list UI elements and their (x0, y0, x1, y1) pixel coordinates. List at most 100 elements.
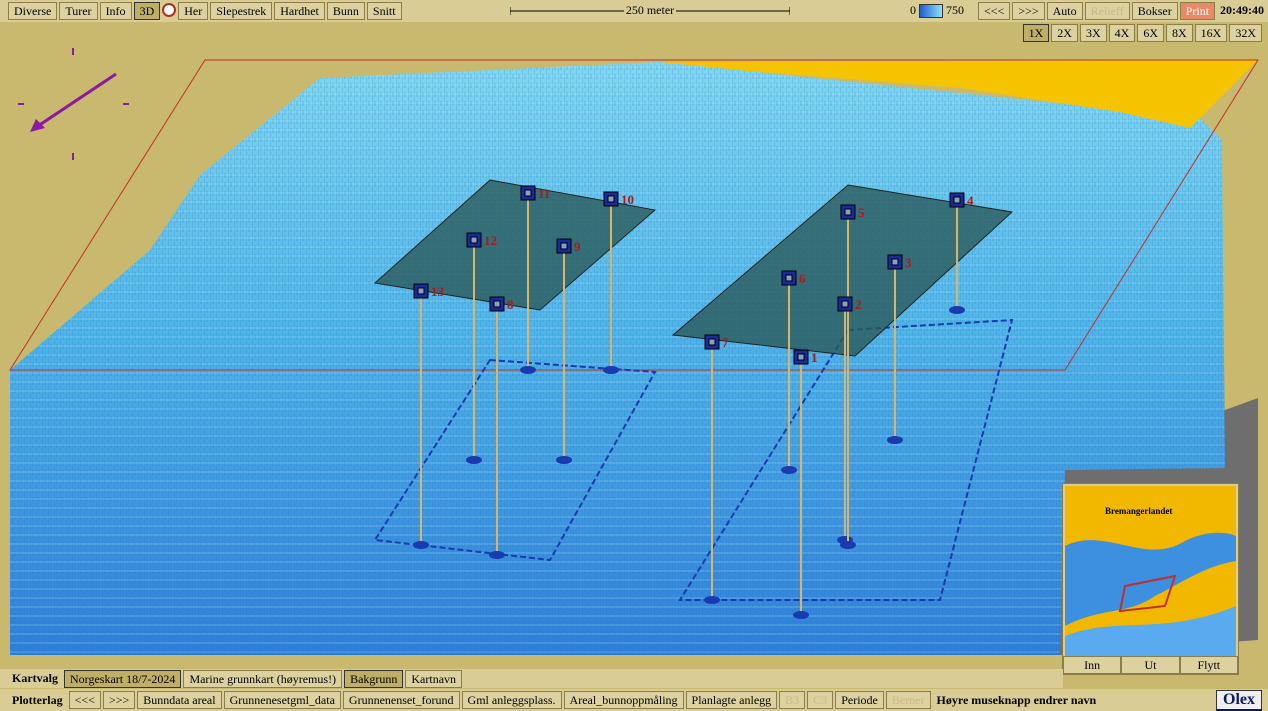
map-label: Kartvalg (12, 671, 58, 685)
marker-inner (891, 258, 899, 266)
menu-button[interactable]: Bunn (326, 2, 365, 20)
minimap-label: Bremangerlandet (1105, 506, 1172, 516)
seabed-spot (887, 436, 903, 444)
plotter-button[interactable]: Grunnenenset_forund (342, 691, 460, 709)
depth-scale: 0 750 (910, 3, 964, 18)
marker-label: 4 (967, 193, 974, 208)
toolbar-button[interactable]: Relieff (1084, 2, 1130, 20)
depth-gradient (919, 3, 943, 18)
marker-inner (417, 287, 425, 295)
marker-label: 8 (507, 297, 514, 312)
marker-label: 3 (905, 255, 912, 270)
map-button[interactable]: Kartnavn (405, 669, 463, 688)
zoom-button[interactable]: 3X (1079, 24, 1107, 42)
plotter-button[interactable]: Bunndata areal (137, 691, 222, 709)
menu-button[interactable]: Diverse (8, 2, 58, 20)
menu-button[interactable]: Snitt (366, 2, 402, 20)
menu-button[interactable]: Turer (59, 2, 98, 20)
zoom-button[interactable]: 16X (1194, 24, 1228, 42)
menu-button[interactable]: Slepestrek (210, 2, 273, 20)
top-bar: Diverse Turer Info 3D Her Slepestrek Hardhet Bu… (0, 0, 1268, 22)
plotter-button[interactable]: B3 (779, 691, 806, 709)
zoom-button[interactable]: 4X (1108, 24, 1136, 42)
menu-button[interactable]: Info (99, 2, 132, 20)
zoom-button[interactable]: 32X (1229, 24, 1262, 42)
minimap: Bremangerlandet Inn Ut Flytt (1062, 483, 1239, 675)
map-bar: Kartvalg Norgeskart 18/7-2024 Marine grunn… (0, 669, 1063, 688)
logo[interactable]: Olex (1216, 690, 1262, 711)
menu-button[interactable]: Her (178, 2, 209, 20)
seabed-outline (373, 318, 1014, 601)
marker-label: 12 (484, 233, 497, 248)
seabed-spot (489, 551, 505, 559)
toolbar-button[interactable]: <<< (978, 2, 1011, 20)
terrain-texture (10, 62, 1225, 655)
marker-label: 6 (799, 271, 806, 286)
marker-inner (708, 338, 716, 346)
zoom-button[interactable]: 1X (1022, 24, 1050, 42)
depth-max: 750 (946, 3, 964, 17)
toolbar-button[interactable]: Bokser (1131, 2, 1178, 20)
toolbar-right: <<< >>> Auto Relieff Bokser Print (978, 2, 1216, 20)
plotter-hint: Høyre museknapp endrer navn (936, 692, 1097, 707)
seabed-spot (556, 456, 572, 464)
marker-label: 9 (574, 239, 581, 254)
marker-label: 11 (538, 186, 550, 201)
seabed-spot (704, 596, 720, 604)
plotter-button[interactable]: Berner (885, 691, 931, 709)
plotter-label: Plotterlag (12, 692, 63, 707)
plotter-button[interactable]: Areal_bunnoppmåling (563, 691, 684, 709)
seabed-spot (466, 456, 482, 464)
marker-inner (785, 274, 793, 282)
marker-inner (797, 353, 805, 361)
marker-label: 10 (621, 192, 634, 207)
marker-inner (841, 300, 849, 308)
menu-button[interactable]: 3D (133, 2, 161, 20)
marker-label: 2 (855, 297, 862, 312)
land (660, 60, 1258, 128)
plotter-button[interactable]: <<< (68, 691, 101, 709)
clock: 20:49:40 (1220, 3, 1264, 17)
marker-inner (844, 208, 852, 216)
map-button[interactable]: Norgeskart 18/7-2024 (64, 669, 182, 688)
plotter-button[interactable]: >>> (102, 691, 136, 709)
toolbar-button[interactable]: Auto (1046, 2, 1083, 20)
box-area (373, 179, 657, 311)
marker-label: 13 (431, 284, 445, 299)
seabed-spot (413, 541, 429, 549)
marker-inner (953, 196, 961, 204)
map-button[interactable]: Marine grunnkart (høyremus!) (183, 669, 343, 688)
scale-label: 250 meter (623, 3, 677, 17)
marker-inner (470, 236, 478, 244)
minimap-button[interactable]: Flytt (1179, 656, 1238, 674)
plotter-button[interactable]: Grunnenesetgml_data (223, 691, 341, 709)
outline (9, 59, 1259, 371)
marker-inner (493, 300, 501, 308)
minimap-button[interactable]: Inn (1063, 656, 1122, 674)
marker-label: 7 (722, 335, 729, 350)
seabed-spot (793, 611, 809, 619)
menu-button[interactable]: Hardhet (274, 2, 325, 20)
seabed-spot (781, 466, 797, 474)
zoom-button[interactable]: 8X (1165, 24, 1193, 42)
zoom-button[interactable]: 6X (1137, 24, 1164, 42)
seabed-spot (840, 541, 856, 549)
marker-label: 1 (811, 350, 818, 365)
seabed-spot (603, 366, 619, 374)
marker-label: 5 (858, 205, 865, 220)
toolbar-button[interactable]: >>> (1012, 2, 1045, 20)
compass-icon[interactable] (162, 3, 177, 17)
plotter-button[interactable]: Periode (835, 691, 884, 709)
minimap-button[interactable]: Ut (1121, 656, 1180, 674)
plotter-button[interactable]: C3 (807, 691, 834, 709)
map-button[interactable]: Bakgrunn (344, 669, 404, 688)
zoom-button[interactable]: 2X (1051, 24, 1078, 42)
toolbar-button[interactable]: Print (1179, 2, 1216, 20)
plotter-button[interactable]: Gml anleggsplass. (461, 691, 562, 709)
plotter-bar: Plotterlag <<< >>> Bunndata areal Grunnenese… (0, 689, 1268, 711)
seabed-spot (949, 306, 965, 314)
plotter-button[interactable]: Planlagte anlegg (685, 691, 778, 709)
menu: Diverse Turer Info 3D Her Slepestrek Hardhet Bu… (8, 2, 402, 20)
